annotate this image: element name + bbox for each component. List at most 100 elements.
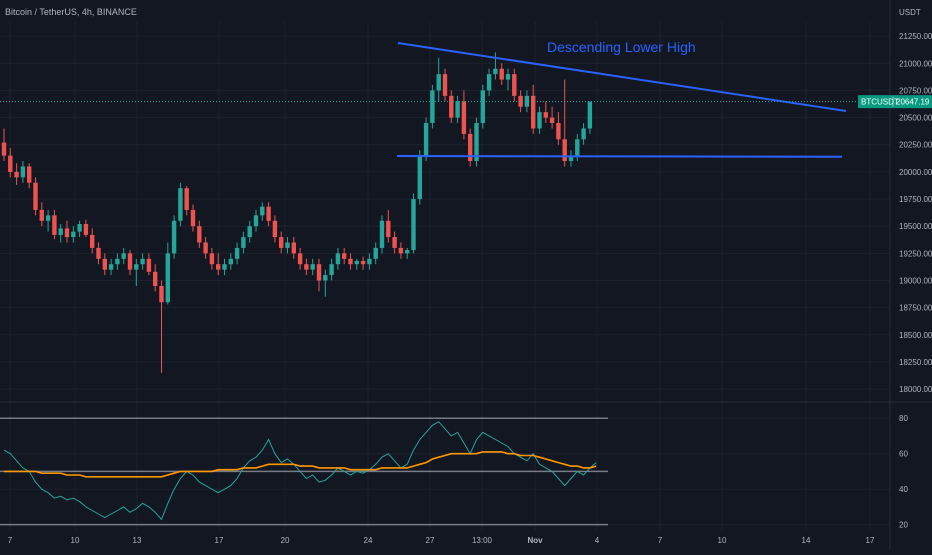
candle-body[interactable] bbox=[27, 166, 32, 183]
candle-body[interactable] bbox=[575, 139, 580, 156]
candle-body[interactable] bbox=[146, 258, 152, 272]
candle-body[interactable] bbox=[165, 253, 170, 303]
candle-body[interactable] bbox=[455, 101, 460, 118]
candle-body[interactable] bbox=[430, 90, 435, 124]
candle-body[interactable] bbox=[260, 206, 265, 216]
candle-body[interactable] bbox=[266, 206, 271, 221]
candle-body[interactable] bbox=[442, 74, 448, 96]
candle-body[interactable] bbox=[216, 264, 221, 270]
candle-body[interactable] bbox=[405, 250, 410, 254]
candle-body[interactable] bbox=[524, 95, 530, 107]
candle-body[interactable] bbox=[316, 264, 322, 281]
candle-body[interactable] bbox=[203, 242, 208, 254]
candle-body[interactable] bbox=[449, 95, 454, 118]
candle-body[interactable] bbox=[461, 101, 467, 134]
candle-body[interactable] bbox=[121, 253, 126, 259]
candle-body[interactable] bbox=[348, 258, 353, 265]
candle-body[interactable] bbox=[39, 209, 44, 221]
candle-body[interactable] bbox=[184, 188, 189, 210]
candle-body[interactable] bbox=[512, 74, 517, 96]
candle-body[interactable] bbox=[8, 155, 13, 172]
candle-body[interactable] bbox=[562, 139, 567, 162]
candle-body[interactable] bbox=[127, 253, 133, 270]
candle-body[interactable] bbox=[342, 253, 347, 259]
candle-body[interactable] bbox=[52, 215, 57, 235]
candle-body[interactable] bbox=[493, 68, 498, 75]
candle-body[interactable] bbox=[398, 247, 404, 254]
candle-body[interactable] bbox=[159, 285, 164, 303]
candle-body[interactable] bbox=[392, 237, 397, 248]
candle-body[interactable] bbox=[518, 95, 523, 107]
candle-body[interactable] bbox=[90, 234, 95, 248]
time-axis[interactable]: 7 10 13 17 20 24 27 13:00 Nov 4 7 10 14 17 bbox=[8, 536, 875, 545]
candle-body[interactable] bbox=[360, 260, 366, 265]
candle-body[interactable] bbox=[285, 242, 290, 248]
candle-body[interactable] bbox=[96, 247, 101, 259]
candle-body[interactable] bbox=[304, 264, 309, 270]
candle-body[interactable] bbox=[190, 209, 196, 227]
candle-body[interactable] bbox=[468, 133, 473, 162]
candle-body[interactable] bbox=[367, 258, 372, 265]
candle-body[interactable] bbox=[531, 95, 536, 129]
candle-body[interactable] bbox=[297, 253, 303, 265]
candle-body[interactable] bbox=[14, 171, 19, 178]
candle-body[interactable] bbox=[291, 242, 296, 254]
candle-body[interactable] bbox=[581, 128, 586, 140]
candle-body[interactable] bbox=[83, 224, 89, 235]
candle-body[interactable] bbox=[20, 166, 26, 178]
candle-body[interactable] bbox=[272, 220, 278, 238]
candle-body[interactable] bbox=[253, 215, 259, 227]
price-axis[interactable]: 21250.00 21000.00 20750.00 20500.00 20250.00… bbox=[899, 32, 932, 394]
candle-body[interactable] bbox=[102, 258, 107, 270]
candle-body[interactable] bbox=[499, 68, 504, 80]
candle-body[interactable] bbox=[71, 231, 76, 238]
candle-body[interactable] bbox=[537, 112, 542, 129]
candle-body[interactable] bbox=[505, 74, 511, 80]
candle-body[interactable] bbox=[279, 237, 284, 248]
candle-body[interactable] bbox=[108, 264, 114, 270]
horizontal-support-line[interactable] bbox=[396, 155, 843, 158]
candle-body[interactable] bbox=[64, 228, 70, 238]
candle-body[interactable] bbox=[480, 90, 485, 124]
candle-body[interactable] bbox=[247, 226, 252, 238]
candle-body[interactable] bbox=[134, 264, 139, 270]
candle-body[interactable] bbox=[1, 142, 7, 156]
candle-body[interactable] bbox=[587, 101, 593, 129]
candle-body[interactable] bbox=[234, 247, 240, 259]
candle-body[interactable] bbox=[335, 253, 341, 265]
candle-body[interactable] bbox=[241, 237, 246, 248]
candle-body[interactable] bbox=[556, 123, 561, 140]
candle-body[interactable] bbox=[373, 247, 378, 259]
candle-body[interactable] bbox=[228, 258, 233, 265]
candle-body[interactable] bbox=[209, 253, 215, 265]
candle-body[interactable] bbox=[222, 264, 227, 270]
rsi-axis[interactable]: 80 60 40 20 bbox=[899, 414, 908, 529]
candle-body[interactable] bbox=[549, 117, 555, 124]
candle-body[interactable] bbox=[77, 224, 82, 232]
candle-body[interactable] bbox=[474, 123, 479, 162]
candle-body[interactable] bbox=[354, 260, 359, 265]
candle-body[interactable] bbox=[417, 155, 422, 200]
candle-body[interactable] bbox=[33, 182, 38, 210]
candle-body[interactable] bbox=[310, 264, 315, 270]
candle-body[interactable] bbox=[115, 258, 120, 265]
descending-trendline[interactable] bbox=[397, 42, 847, 112]
candle-body[interactable] bbox=[323, 275, 328, 281]
candle-body[interactable] bbox=[58, 228, 63, 235]
candle-body[interactable] bbox=[140, 258, 145, 265]
candle-body[interactable] bbox=[411, 199, 416, 251]
candle-body[interactable] bbox=[171, 220, 177, 254]
candle-body[interactable] bbox=[178, 188, 183, 221]
candle-body[interactable] bbox=[329, 264, 334, 276]
candle-body[interactable] bbox=[153, 271, 158, 286]
candle-body[interactable] bbox=[486, 74, 492, 91]
candle-body[interactable] bbox=[423, 123, 429, 156]
candle-body[interactable] bbox=[386, 220, 391, 238]
candle-body[interactable] bbox=[436, 74, 441, 91]
candle-body[interactable] bbox=[45, 215, 51, 221]
trend-lines[interactable] bbox=[396, 42, 847, 158]
candles[interactable] bbox=[1, 52, 593, 373]
candle-body[interactable] bbox=[568, 155, 574, 162]
candle-body[interactable] bbox=[379, 220, 385, 248]
candle-body[interactable] bbox=[543, 112, 548, 118]
